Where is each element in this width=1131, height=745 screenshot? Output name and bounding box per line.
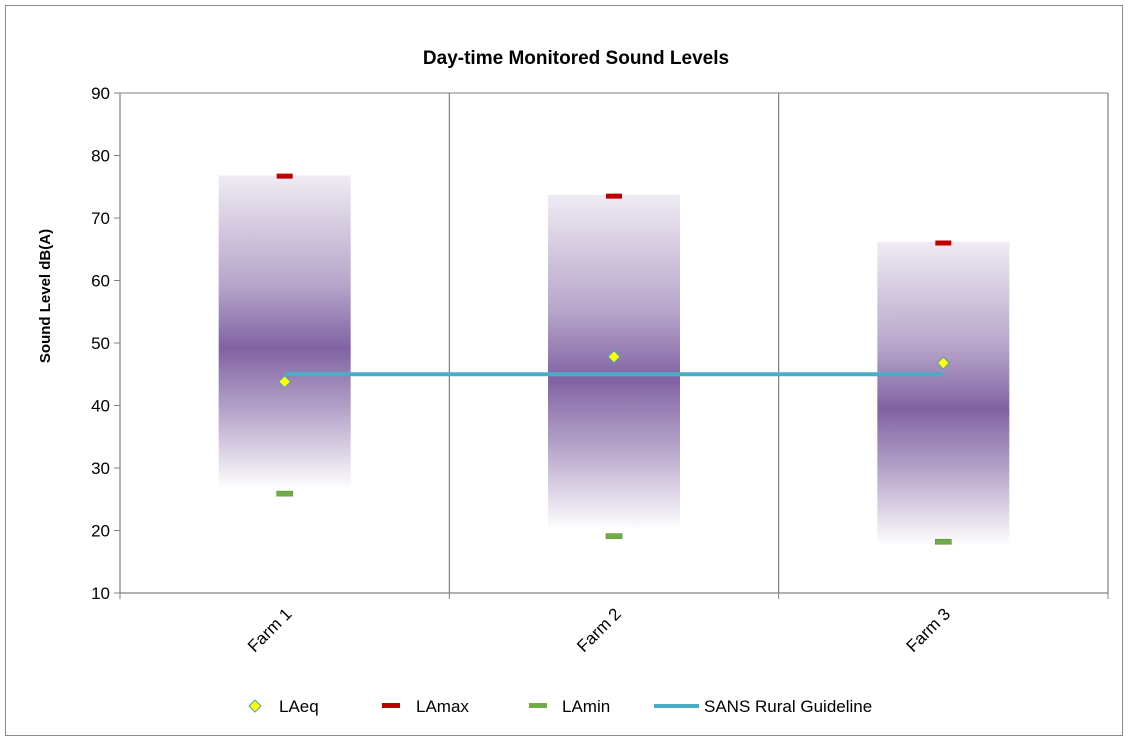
y-tick-label: 20 bbox=[91, 522, 110, 541]
y-tick-label: 30 bbox=[91, 459, 110, 478]
legend-laeq-swatch bbox=[248, 699, 262, 713]
y-tick-label: 70 bbox=[91, 209, 110, 228]
laeq-marker bbox=[607, 350, 621, 364]
legend-lamax-label: LAmax bbox=[416, 697, 469, 716]
lamax-marker bbox=[276, 173, 293, 179]
legend-lamin-swatch bbox=[529, 703, 547, 708]
range-band-3 bbox=[877, 241, 1010, 547]
chart-svg: Day-time Monitored Sound Levels Sound Le… bbox=[37, 48, 1109, 716]
y-axis-label: Sound Level dB(A) bbox=[37, 229, 54, 363]
laeq-marker bbox=[277, 375, 292, 389]
y-tick-label: 40 bbox=[91, 397, 110, 416]
range-band-1 bbox=[218, 175, 351, 490]
lamin-marker bbox=[935, 538, 952, 545]
legend-guideline-label: SANS Rural Guideline bbox=[704, 697, 872, 716]
plot-area: 10 20 30 40 50 60 70 80 90 Farm 1 Farm 2 Farm 3 bbox=[91, 84, 1109, 656]
y-tick-label: 80 bbox=[91, 147, 110, 166]
lamin-marker bbox=[276, 490, 293, 497]
x-tick-label: Farm 2 bbox=[573, 604, 625, 656]
y-tick-label: 10 bbox=[91, 584, 110, 603]
laeq-marker bbox=[936, 356, 951, 370]
legend-lamin-label: LAmin bbox=[562, 697, 610, 716]
y-tick-label: 90 bbox=[91, 84, 110, 103]
lamax-marker bbox=[606, 193, 622, 199]
lamax-marker bbox=[935, 240, 952, 246]
lamin-marker bbox=[605, 533, 623, 539]
y-tick-label: 50 bbox=[91, 334, 110, 353]
chart-frame: Day-time Monitored Sound Levels Sound Le… bbox=[5, 5, 1123, 736]
legend-laeq-label: LAeq bbox=[279, 697, 319, 716]
x-tick-label: Farm 1 bbox=[244, 604, 296, 656]
chart-title: Day-time Monitored Sound Levels bbox=[423, 48, 729, 69]
legend: LAeq LAmax LAmin SANS Rural Guideline bbox=[248, 697, 872, 716]
legend-lamax-swatch bbox=[382, 703, 400, 708]
y-tick-label: 60 bbox=[91, 272, 110, 291]
x-tick-label: Farm 3 bbox=[903, 604, 955, 656]
